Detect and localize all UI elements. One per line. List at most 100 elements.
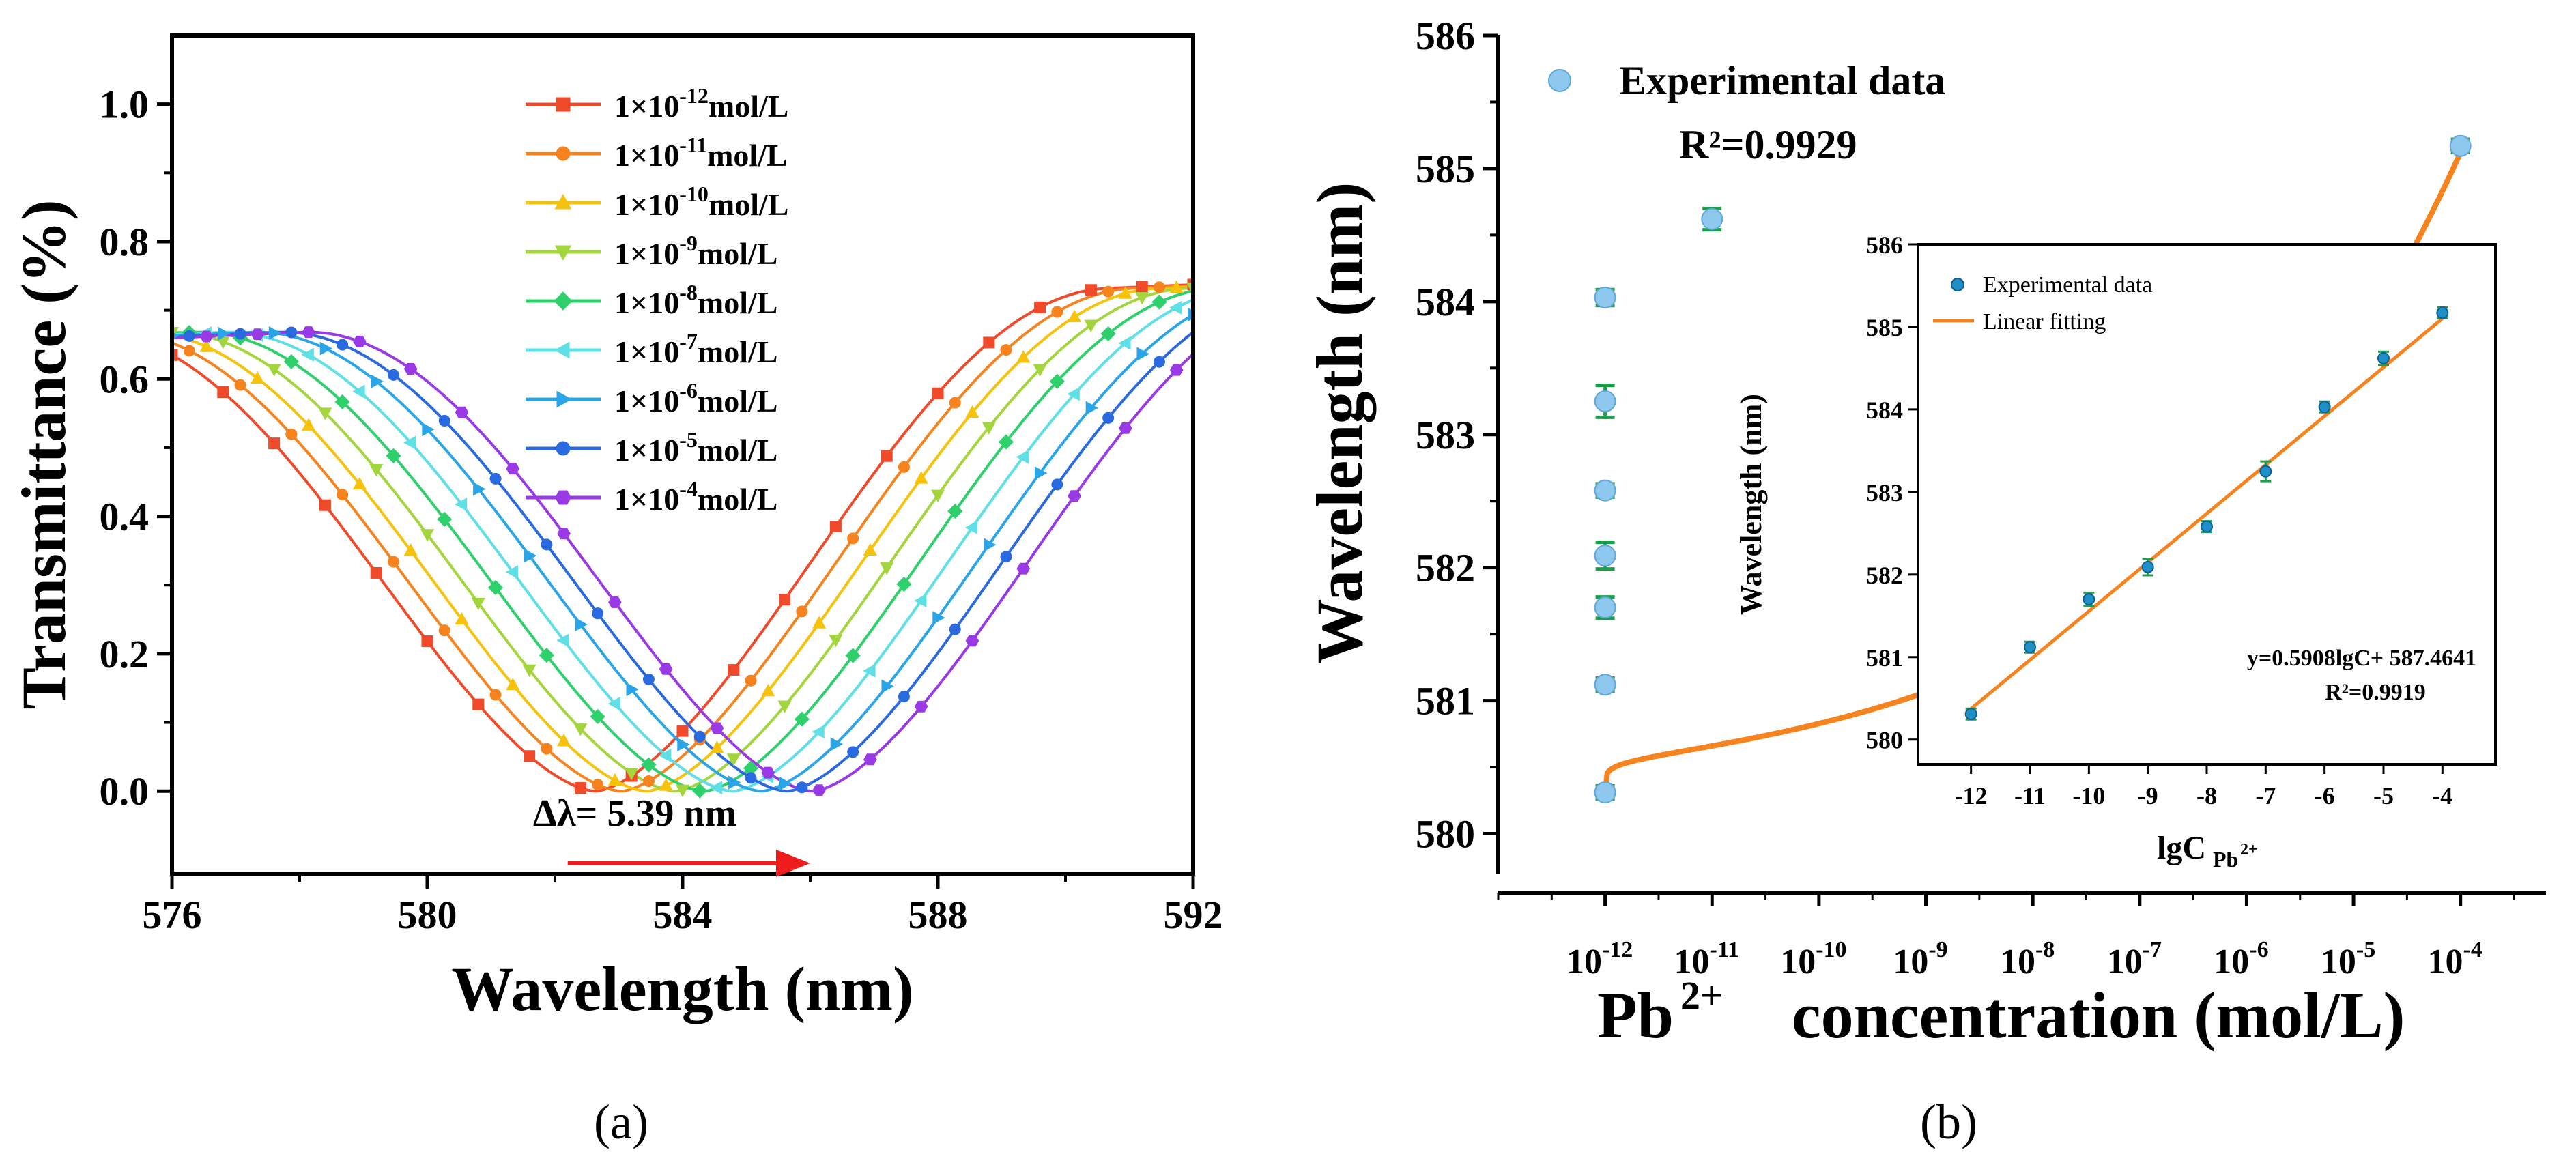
chart-a-x-ticks: 576 580 584 588 592 (143, 874, 1223, 937)
chart-a-series-4-point (692, 783, 708, 799)
chart-b-data-point-3 (1594, 545, 1616, 567)
chart-a-series-6-point (319, 341, 333, 356)
chart-a-series-8-point (403, 363, 418, 375)
chart-a-series-7-point (642, 673, 655, 685)
chart-a-series-5-point (1016, 450, 1029, 464)
chart-b-x-tick-label: 10-4 (2428, 937, 2482, 981)
chart-a-series-5-point (1118, 336, 1131, 350)
chart-b-data-point-1 (1594, 674, 1616, 696)
chart-a-series-8-point (455, 406, 469, 418)
chart-a-series-1-point (949, 397, 961, 409)
chart-a-series-2-point (965, 405, 979, 418)
chart-b-data-points (1594, 134, 2472, 804)
chart-a-series-lines (172, 283, 1193, 793)
chart-b-inset-x-axis-label: lgC Pb 2+ (2157, 830, 2258, 872)
chart-a-series-8-point (1016, 562, 1031, 575)
chart-a-series-2-point (1118, 286, 1132, 299)
chart-a-series-2-point (812, 616, 827, 629)
chart-a-series-8-point (353, 335, 367, 347)
chart-a-series-2-point (710, 740, 724, 753)
chart-a-y-ticks: 0.0 0.2 0.4 0.6 0.8 1.0 (100, 83, 172, 814)
chart-a-series-6-point (575, 617, 588, 631)
chart-a-series-7-point (693, 730, 706, 743)
chart-a-series-7-point (541, 538, 553, 551)
chart-b-inset-y-tick-label: 582 (1866, 562, 1903, 589)
chart-b-inset-legend: Experimental data Linear fitting (1933, 272, 2152, 334)
chart-b-inset-x-ticks: -12 -11 -10 -9 -8 -7 -6 -5 -4 (1955, 764, 2452, 809)
chart-a-series-4-point (947, 503, 963, 519)
chart-a-series-5-point (352, 384, 365, 399)
chart-a-series-0-point (319, 499, 331, 511)
chart-a-series-2-point (1068, 309, 1082, 323)
chart-a-series-4-point (794, 711, 810, 727)
chart-a-series-line-0 (172, 283, 1193, 793)
chart-a-series-3-point (930, 489, 945, 503)
chart-a-series-1-point (234, 379, 246, 391)
chart-a-series-5-point (403, 435, 416, 450)
chart-a-series-5-point (659, 748, 672, 762)
chart-b-inset-data-points (1964, 306, 2449, 721)
chart-a-series-7-point (337, 339, 349, 351)
chart-a-series-7-point (592, 607, 604, 620)
chart-a-series-8-point (251, 328, 265, 341)
panel-label-a: (a) (594, 1095, 648, 1149)
chart-a-series-1-point (592, 779, 604, 791)
chart-a-series-6-point (371, 374, 384, 388)
chart-b-inset-data-point-6 (2318, 401, 2331, 414)
chart-a-x-tick-label: 576 (143, 893, 202, 937)
chart-a-series-8-point (557, 528, 571, 540)
chart-b-inset-data-point-4 (2201, 520, 2213, 533)
chart-a-legend-marker-5 (554, 341, 570, 359)
chart-b-legend-label: Experimental data (1619, 58, 1945, 103)
chart-b-inset-frame (1917, 243, 2497, 766)
chart-a-series-3-point (625, 768, 639, 781)
chart-a-y-tick-label: 0.8 (100, 220, 149, 264)
chart-b-x-tick-label: 10-10 (1780, 937, 1846, 981)
chart-a-series-0-point (1034, 301, 1046, 313)
chart-b-inset-y-axis-label: Wavelength (nm) (1734, 394, 1768, 615)
chart-a-series-6-point (422, 422, 435, 437)
chart-b-data-point-5 (1594, 390, 1616, 413)
chart-a-series-5-point (607, 696, 620, 711)
chart-a-series-3-point (1084, 319, 1098, 333)
chart-a-legend-marker-1 (556, 146, 571, 161)
chart-a-y-tick-label: 0.2 (100, 632, 149, 676)
chart-a-series-7-point (898, 691, 910, 703)
chart-b-inset-data-point-1 (2024, 641, 2037, 654)
chart-a-series-4-point (283, 354, 299, 369)
chart-a-series-8-point (302, 326, 315, 339)
chart-a-series-7-point (949, 623, 961, 635)
chart-b-inset-x-tick-label: -7 (2255, 782, 2276, 809)
chart-a-series-0-point (728, 664, 740, 676)
chart-a-legend-label-5: 1×10-7mol/L (614, 329, 777, 369)
chart-a-series-3-point (369, 464, 384, 477)
chart-a-series-2-point (761, 683, 775, 697)
chart-b-inset-x-tick-label: -8 (2196, 782, 2217, 809)
chart-a-series-3-point (982, 422, 996, 435)
chart-b-inset-x-tick-label: -5 (2373, 782, 2394, 809)
chart-a-series-3-point (318, 407, 332, 420)
chart-a-series-5-point (1067, 387, 1080, 401)
chart-a-series-0-point (1085, 284, 1097, 296)
chart-a-shift-arrow-head (776, 849, 810, 877)
chart-b-y-axis-label: Wavelength (nm) (1303, 182, 1376, 665)
chart-a-series-8-point (659, 663, 673, 675)
chart-a-series-1-point (387, 556, 399, 568)
chart-a-series-0-point (172, 349, 178, 361)
chart-a-x-tick-label: 584 (653, 893, 713, 937)
chart-a-series-line-1 (172, 284, 1193, 793)
chart-a-series-6-point (473, 482, 486, 496)
chart-a-legend-label-1: 1×10-11mol/L (614, 132, 788, 173)
chart-b-inset-r2: R²=0.9919 (2325, 680, 2426, 705)
chart-b-legend-marker (1548, 69, 1571, 92)
chart-b-inset-x-tick-label: -12 (1955, 782, 1988, 809)
chart-a-y-tick-label: 1.0 (100, 83, 149, 127)
chart-a-legend-marker-2 (554, 193, 572, 210)
chart-b-inset-x-label-subsup: 2+ (2240, 841, 2258, 859)
chart-a-series-6-point (779, 777, 792, 791)
chart-b-x-tick-label: 10-9 (1893, 937, 1947, 981)
chart-a-series-8-point (965, 635, 979, 647)
chart-a-series-3-point (777, 700, 792, 713)
chart-a-series-8-point (199, 330, 214, 343)
chart-a-series-2-point (914, 471, 928, 484)
